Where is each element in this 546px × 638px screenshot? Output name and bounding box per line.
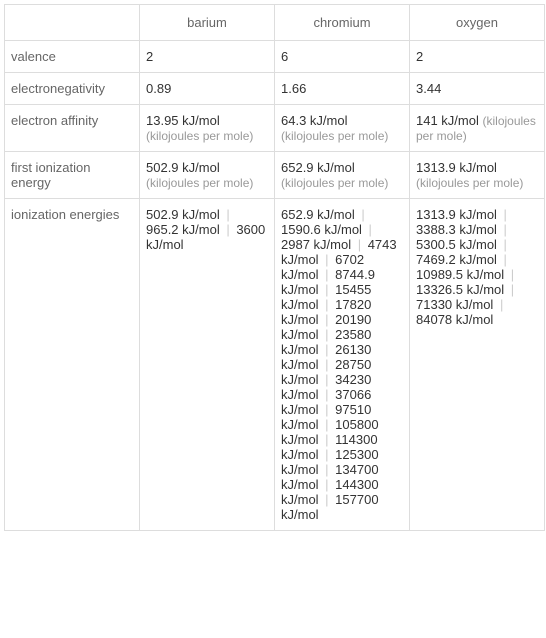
value-main: 64.3 kJ/mol xyxy=(281,113,347,128)
ionization-value: 502.9 kJ/mol xyxy=(146,207,220,222)
property-label: first ionization energy xyxy=(5,152,140,199)
value-cell: 2 xyxy=(140,41,275,73)
separator: | xyxy=(322,477,333,492)
separator: | xyxy=(223,207,230,222)
separator: | xyxy=(322,342,333,357)
separator: | xyxy=(507,267,514,282)
value-cell: 13.95 kJ/mol (kilojoules per mole) xyxy=(140,105,275,152)
property-label: electronegativity xyxy=(5,73,140,105)
ionization-value: 13326.5 kJ/mol xyxy=(416,282,504,297)
separator: | xyxy=(223,222,234,237)
value-cell: 652.9 kJ/mol | 1590.6 kJ/mol | 2987 kJ/m… xyxy=(275,199,410,531)
separator: | xyxy=(322,492,333,507)
ionization-value: 3388.3 kJ/mol xyxy=(416,222,497,237)
value-cell: 502.9 kJ/mol | 965.2 kJ/mol | 3600 kJ/mo… xyxy=(140,199,275,531)
value-cell: 652.9 kJ/mol (kilojoules per mole) xyxy=(275,152,410,199)
separator: | xyxy=(500,252,507,267)
separator: | xyxy=(322,327,333,342)
ionization-value: 71330 kJ/mol xyxy=(416,297,493,312)
separator: | xyxy=(358,207,365,222)
separator: | xyxy=(500,222,507,237)
property-label: ionization energies xyxy=(5,199,140,531)
separator: | xyxy=(322,402,333,417)
properties-table: barium chromium oxygen valence262electro… xyxy=(4,4,545,531)
value-main: 652.9 kJ/mol xyxy=(281,160,355,175)
separator: | xyxy=(354,237,365,252)
ionization-value: 965.2 kJ/mol xyxy=(146,222,220,237)
table-header-row: barium chromium oxygen xyxy=(5,5,545,41)
value-main: 141 kJ/mol xyxy=(416,113,482,128)
column-header: oxygen xyxy=(410,5,545,41)
separator: | xyxy=(322,462,333,477)
table-row: electronegativity0.891.663.44 xyxy=(5,73,545,105)
property-label: valence xyxy=(5,41,140,73)
ionization-value: 10989.5 kJ/mol xyxy=(416,267,504,282)
ionization-value: 5300.5 kJ/mol xyxy=(416,237,497,252)
value-cell: 141 kJ/mol (kilojoules per mole) xyxy=(410,105,545,152)
separator: | xyxy=(500,207,507,222)
separator: | xyxy=(322,312,333,327)
value-main: 502.9 kJ/mol xyxy=(146,160,220,175)
separator: | xyxy=(322,267,333,282)
value-cell: 2 xyxy=(410,41,545,73)
value-main: 13.95 kJ/mol xyxy=(146,113,220,128)
value-cell: 64.3 kJ/mol (kilojoules per mole) xyxy=(275,105,410,152)
separator: | xyxy=(507,282,514,297)
ionization-value: 84078 kJ/mol xyxy=(416,312,493,327)
column-header: barium xyxy=(140,5,275,41)
value-cell: 1313.9 kJ/mol (kilojoules per mole) xyxy=(410,152,545,199)
separator: | xyxy=(322,357,333,372)
value-cell: 0.89 xyxy=(140,73,275,105)
separator: | xyxy=(322,432,333,447)
table-row: ionization energies502.9 kJ/mol | 965.2 … xyxy=(5,199,545,531)
corner-cell xyxy=(5,5,140,41)
value-cell: 1.66 xyxy=(275,73,410,105)
separator: | xyxy=(365,222,372,237)
separator: | xyxy=(322,447,333,462)
ionization-value: 1590.6 kJ/mol xyxy=(281,222,362,237)
separator: | xyxy=(322,282,333,297)
value-sub: (kilojoules per mole) xyxy=(146,129,253,143)
separator: | xyxy=(322,387,333,402)
value-sub: (kilojoules per mole) xyxy=(281,176,388,190)
property-label: electron affinity xyxy=(5,105,140,152)
table-row: electron affinity13.95 kJ/mol (kilojoule… xyxy=(5,105,545,152)
column-header: chromium xyxy=(275,5,410,41)
ionization-value: 2987 kJ/mol xyxy=(281,237,351,252)
ionization-value: 7469.2 kJ/mol xyxy=(416,252,497,267)
separator: | xyxy=(322,297,333,312)
value-cell: 3.44 xyxy=(410,73,545,105)
separator: | xyxy=(500,237,507,252)
value-cell: 6 xyxy=(275,41,410,73)
separator: | xyxy=(496,297,503,312)
value-sub: (kilojoules per mole) xyxy=(416,176,523,190)
table-row: first ionization energy502.9 kJ/mol (kil… xyxy=(5,152,545,199)
ionization-value: 1313.9 kJ/mol xyxy=(416,207,497,222)
separator: | xyxy=(322,372,333,387)
ionization-value: 652.9 kJ/mol xyxy=(281,207,355,222)
table-row: valence262 xyxy=(5,41,545,73)
value-sub: (kilojoules per mole) xyxy=(146,176,253,190)
value-cell: 502.9 kJ/mol (kilojoules per mole) xyxy=(140,152,275,199)
value-main: 1313.9 kJ/mol xyxy=(416,160,497,175)
separator: | xyxy=(322,417,333,432)
value-sub: (kilojoules per mole) xyxy=(281,129,388,143)
value-cell: 1313.9 kJ/mol | 3388.3 kJ/mol | 5300.5 k… xyxy=(410,199,545,531)
separator: | xyxy=(322,252,333,267)
